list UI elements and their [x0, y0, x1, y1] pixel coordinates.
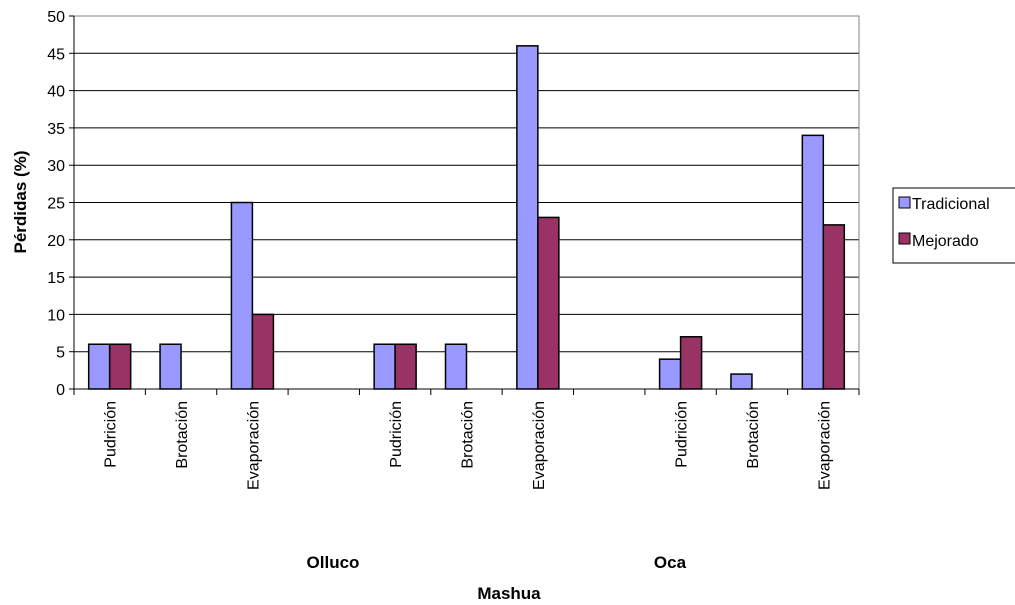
y-tick-label: 0: [56, 382, 65, 399]
bar-mejorado-2: [251, 313, 275, 390]
gridlines: [74, 15, 859, 353]
y-tick-label: 20: [47, 233, 65, 250]
legend-swatch-mejorado: [898, 232, 911, 245]
x-tick-label: Brotación: [460, 401, 477, 469]
x-tick-label: Brotación: [745, 401, 762, 469]
bar-tradicional-6: [516, 45, 539, 390]
y-tick-label: 10: [47, 307, 65, 324]
y-tick-label: 15: [47, 270, 65, 287]
legend-label-mejorado: Mejorado: [912, 233, 979, 250]
x-tick-label: Pudrición: [388, 401, 405, 468]
bar-mejorado-4: [394, 343, 417, 390]
x-tick-label: Pudrición: [103, 401, 120, 468]
bar-tradicional-10: [801, 134, 825, 390]
x-tick-label: Evaporación: [816, 401, 833, 490]
y-tick-label: 25: [47, 196, 65, 213]
bar-mejorado-0: [108, 343, 132, 390]
x-tick-label: Evaporación: [245, 401, 262, 490]
bars: [87, 45, 846, 390]
bar-tradicional-1: [159, 343, 182, 390]
x-tick-label: Evaporación: [531, 401, 548, 490]
bar-tradicional-2: [230, 201, 254, 390]
legend-label-tradicional: Tradicional: [912, 196, 990, 213]
y-tick-label: 40: [47, 84, 65, 101]
bar-tradicional-4: [373, 343, 396, 390]
y-tick-labels: 0 5 10 15 20 25 30 35 40 45 50: [47, 9, 65, 399]
bar-mejorado-8: [679, 336, 703, 390]
y-tick-label: 35: [47, 121, 65, 138]
bar-mejorado-6: [537, 216, 560, 390]
x-tick-label: Pudrición: [674, 401, 691, 468]
y-tick-label: 30: [47, 158, 65, 175]
bar-tradicional-0: [87, 343, 111, 390]
bar-tradicional-5: [444, 343, 468, 390]
group-label-olluco: Olluco: [307, 553, 360, 572]
y-tick-label: 45: [47, 46, 65, 63]
y-tick-label: 5: [56, 345, 65, 362]
axes: [69, 15, 860, 395]
y-axis-title: Pérdidas (%): [11, 151, 30, 254]
legend-swatch-tradicional: [898, 196, 911, 209]
bar-tradicional-9: [730, 373, 753, 390]
legend: Tradicional Mejorado: [892, 187, 1015, 264]
x-axis-title: Mashua: [477, 584, 541, 603]
bar-tradicional-8: [658, 358, 682, 390]
legend-frame: [892, 187, 1015, 264]
group-label-oca: Oca: [654, 553, 687, 572]
bar-mejorado-10: [822, 224, 846, 390]
x-tick-label: Brotación: [174, 401, 191, 469]
x-tick-labels: Pudrición Brotación Evaporación Pudrición Br…: [103, 401, 834, 490]
y-tick-label: 50: [47, 9, 65, 26]
